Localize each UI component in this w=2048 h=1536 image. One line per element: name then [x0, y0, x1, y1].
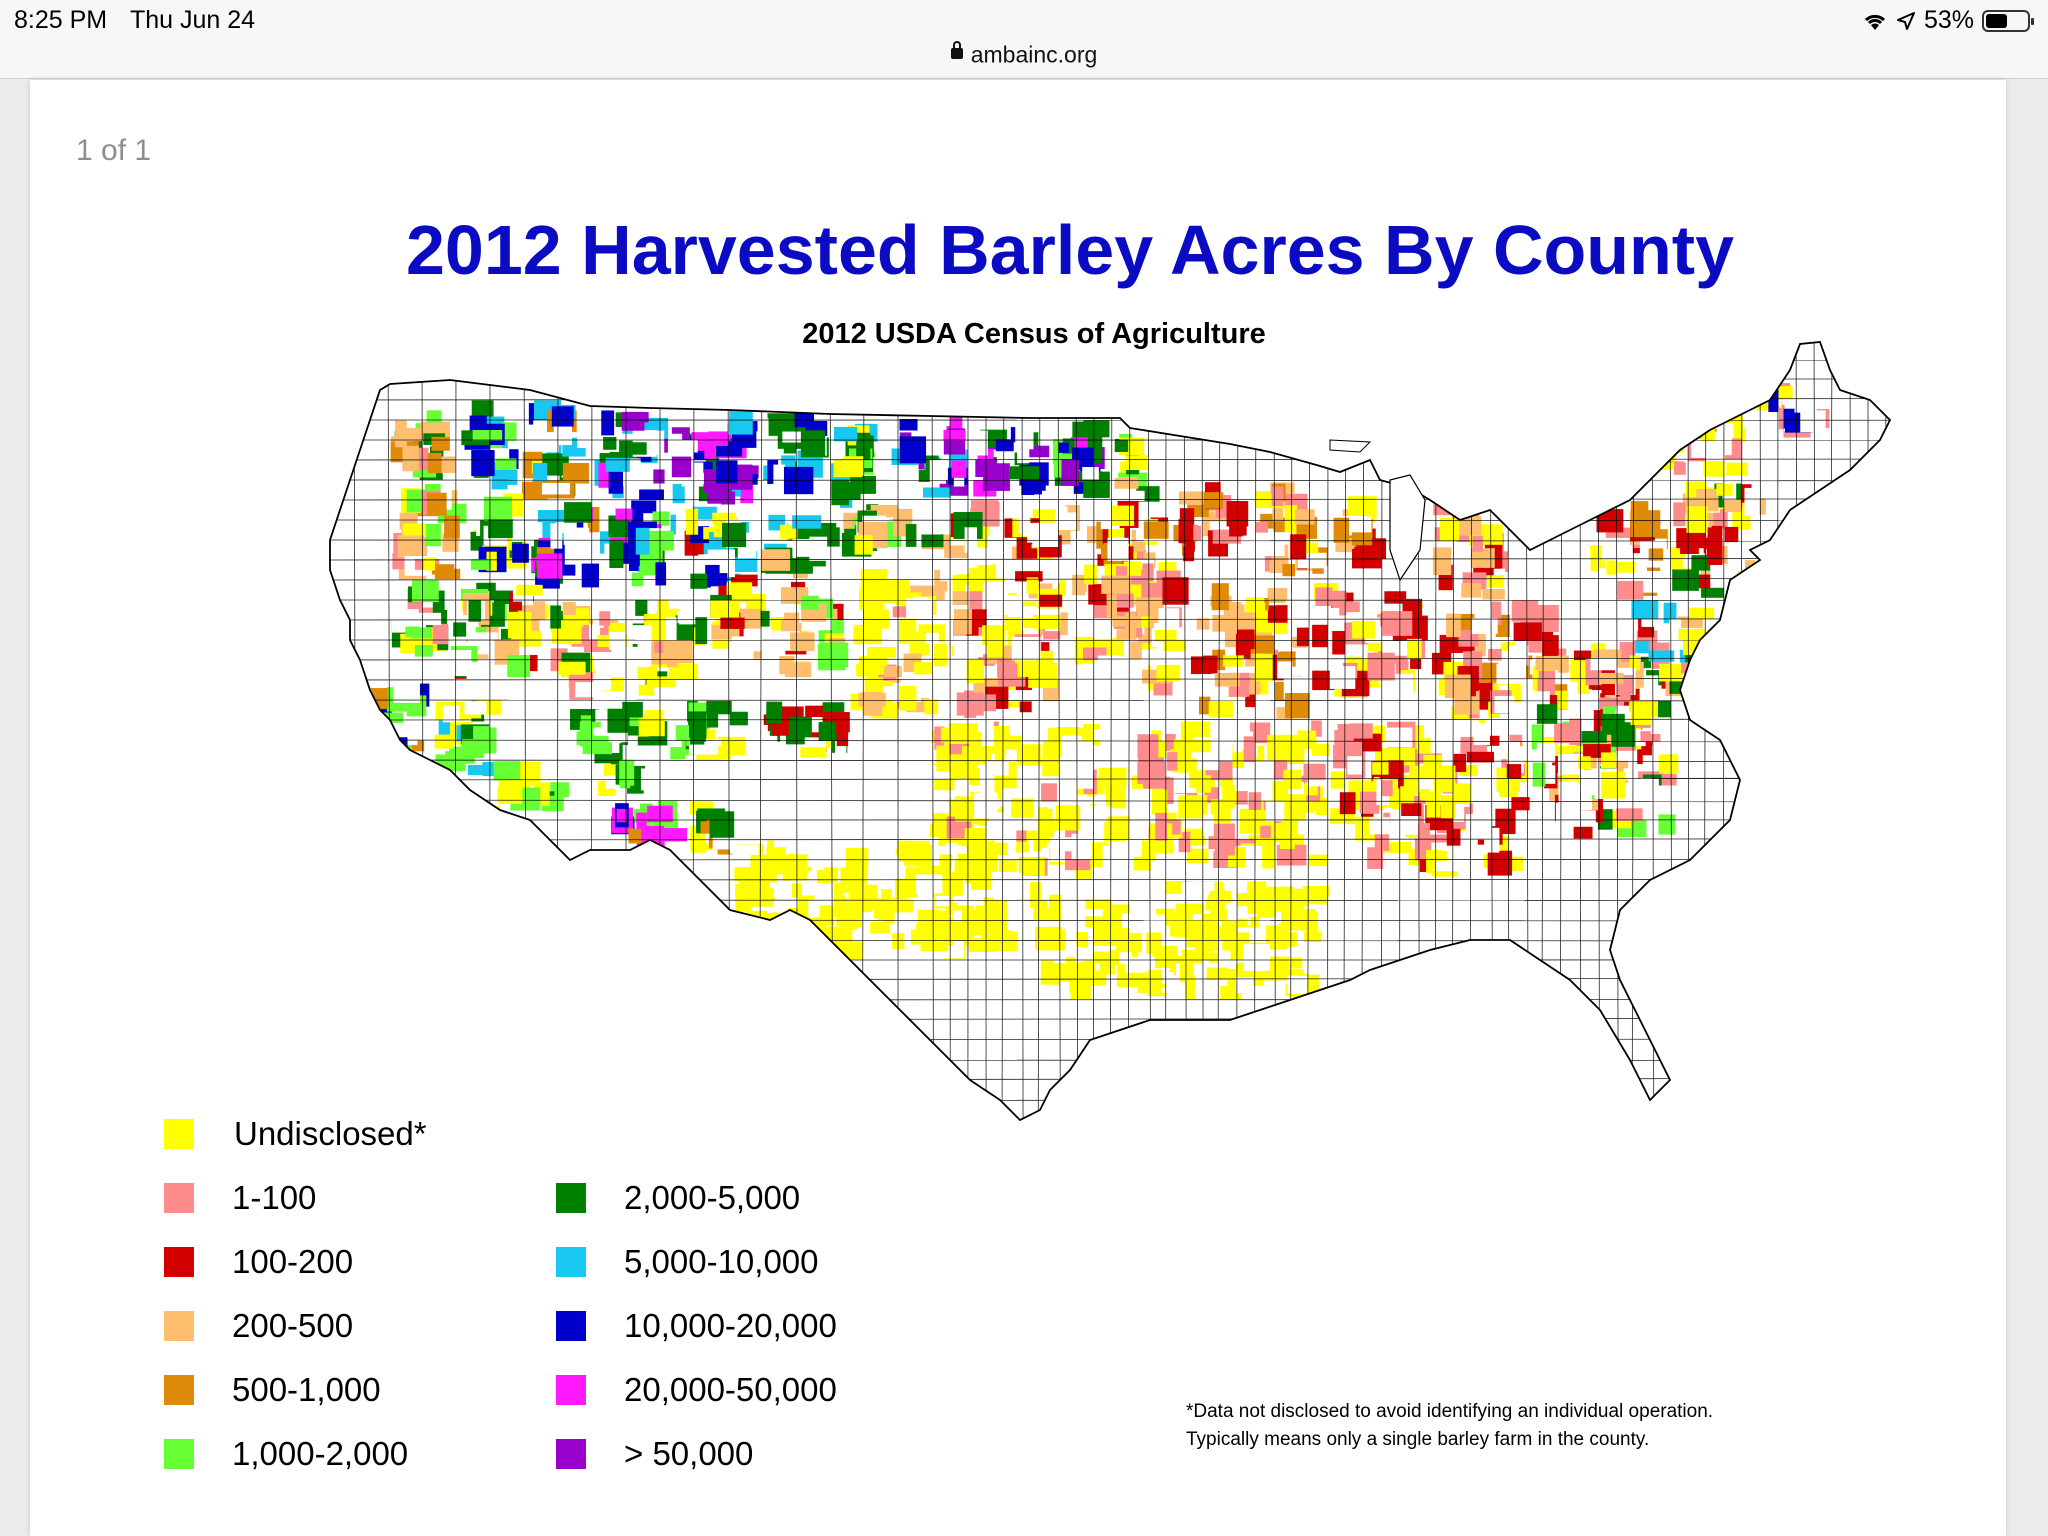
- status-bar: 8:25 PM Thu Jun 24 53% ambainc.org: [0, 0, 2048, 79]
- us-outline: [329, 341, 1892, 1122]
- legend-label: 2,000-5,000: [624, 1179, 801, 1216]
- footnote-line-1: *Data not disclosed to avoid identifying…: [1186, 1401, 1714, 1422]
- county-fill-layer: [330, 342, 1890, 1120]
- legend-item: 2,000-5,000: [556, 1179, 800, 1217]
- footnote: *Data not disclosed to avoid identifying…: [1186, 1398, 1713, 1454]
- legend-item: > 50,000: [556, 1435, 753, 1473]
- page-count: 1 of 1: [76, 134, 152, 167]
- legend-swatch: [556, 1439, 586, 1469]
- status-time: 8:25 PM: [14, 6, 108, 34]
- status-indicators: 53%: [1862, 6, 2034, 35]
- legend-item: 1-100: [164, 1179, 316, 1217]
- url-text: ambainc.org: [970, 41, 1098, 68]
- battery-icon: [1982, 9, 2034, 32]
- legend-swatch: [164, 1183, 194, 1213]
- legend-swatch: [164, 1247, 194, 1277]
- legend-item: 1,000-2,000: [164, 1435, 408, 1473]
- legend-label: 20,000-50,000: [624, 1371, 837, 1408]
- legend-label: 5,000-10,000: [624, 1243, 819, 1280]
- legend-item: Undisclosed*: [164, 1115, 427, 1153]
- lock-icon: [950, 41, 963, 60]
- legend-swatch: [556, 1183, 586, 1213]
- legend-label: > 50,000: [624, 1435, 754, 1472]
- legend-swatch: [164, 1439, 194, 1469]
- legend-label: 200-500: [232, 1307, 354, 1344]
- map-title: 2012 Harvested Barley Acres By County: [405, 211, 1735, 289]
- legend-swatch: [556, 1247, 586, 1277]
- legend-label: Undisclosed*: [234, 1115, 427, 1152]
- legend-label: 1,000-2,000: [232, 1435, 409, 1472]
- legend-item: 200-500: [164, 1307, 353, 1345]
- legend-item: 100-200: [164, 1243, 353, 1281]
- legend-swatch: [164, 1311, 194, 1341]
- legend-label: 100-200: [232, 1243, 354, 1280]
- legend-label: 1-100: [232, 1179, 317, 1216]
- legend-item: 10,000-20,000: [556, 1307, 837, 1345]
- document-page: 1 of 1 2012 Harvested Barley Acres By Co…: [30, 80, 2006, 1536]
- legend-swatch: [164, 1375, 194, 1405]
- map-subtitle: 2012 USDA Census of Agriculture: [802, 318, 1266, 350]
- legend-label: 500-1,000: [232, 1371, 381, 1408]
- legend-item: 5,000-10,000: [556, 1243, 819, 1281]
- legend-swatch: [556, 1375, 586, 1405]
- legend-item: 20,000-50,000: [556, 1371, 837, 1409]
- wifi-icon: [1864, 14, 1885, 30]
- legend-label: 10,000-20,000: [624, 1307, 837, 1344]
- url-bar[interactable]: ambainc.org: [0, 40, 2048, 68]
- us-county-map: [329, 341, 1892, 1122]
- footnote-line-2: Typically means only a single barley far…: [1186, 1429, 1650, 1450]
- location-arrow-icon: [1896, 11, 1915, 30]
- great-lakes: [1329, 439, 1426, 582]
- status-date: Thu Jun 24: [130, 6, 256, 34]
- legend-item: 500-1,000: [164, 1371, 381, 1409]
- battery-percent: 53%: [1923, 6, 1974, 34]
- legend-swatch: [556, 1311, 586, 1341]
- legend-swatch: [164, 1119, 194, 1149]
